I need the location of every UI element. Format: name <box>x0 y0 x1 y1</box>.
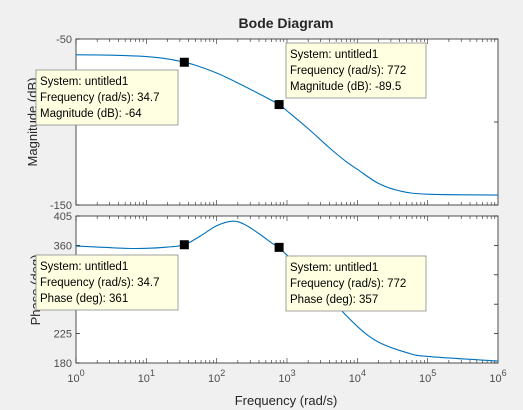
datatip-line: Frequency (rad/s): 34.7 <box>40 277 160 289</box>
phase-ytick-label: 360 <box>54 240 72 252</box>
datatips-layer: System: untitled1 Frequency (rad/s): 34.7… <box>35 42 427 312</box>
chart-title: Bode Diagram <box>239 15 334 31</box>
datatip-line: System: untitled1 <box>290 49 378 61</box>
datatip-box <box>35 69 179 126</box>
datatip-box <box>285 42 427 99</box>
x-tick-label: 103 <box>278 368 295 385</box>
datatip-box <box>35 254 179 311</box>
datatip-box <box>285 255 427 312</box>
phase-ytick-label: 405 <box>54 211 72 223</box>
x-tick-label: 102 <box>208 368 225 385</box>
datatip-line: System: untitled1 <box>40 261 128 273</box>
phase-datatip: System: untitled1 Frequency (rad/s): 772 P… <box>274 242 427 312</box>
datatip-line: System: untitled1 <box>40 76 128 88</box>
datatip-line: Magnitude (dB): -64 <box>40 108 142 120</box>
datatip-line: Frequency (rad/s): 772 <box>290 278 406 290</box>
datatip-line: System: untitled1 <box>290 262 378 274</box>
x-axis-label: Frequency (rad/s) <box>235 393 338 408</box>
x-tick-label: 104 <box>349 368 366 385</box>
x-tick-label: 101 <box>138 368 155 385</box>
x-tick-label: 100 <box>67 368 84 385</box>
datatip-marker <box>274 242 284 252</box>
magnitude-ytick-label: -50 <box>56 34 72 46</box>
datatip-line: Frequency (rad/s): 34.7 <box>40 92 160 104</box>
datatip-marker <box>179 57 189 67</box>
lines-layer <box>76 54 498 362</box>
x-tick-label: 105 <box>419 368 436 385</box>
datatip-line: Magnitude (dB): -89.5 <box>290 81 401 93</box>
x-tick-label: 106 <box>489 368 506 385</box>
magnitude-datatip: System: untitled1 Frequency (rad/s): 34.7… <box>35 57 189 126</box>
datatip-marker <box>179 240 189 250</box>
magnitude-series-line <box>76 54 498 196</box>
datatip-marker <box>274 100 284 110</box>
phase-ytick-label: 180 <box>54 358 72 370</box>
datatip-line: Frequency (rad/s): 772 <box>290 65 406 77</box>
magnitude-ytick-label: -150 <box>50 200 72 212</box>
datatip-line: Phase (deg): 361 <box>40 293 128 305</box>
phase-series-line <box>76 220 498 362</box>
phase-ytick-label: 225 <box>54 329 72 341</box>
magnitude-datatip: System: untitled1 Frequency (rad/s): 772 M… <box>274 42 427 110</box>
phase-datatip: System: untitled1 Frequency (rad/s): 34.7… <box>35 240 189 311</box>
datatip-line: Phase (deg): 357 <box>290 294 378 306</box>
